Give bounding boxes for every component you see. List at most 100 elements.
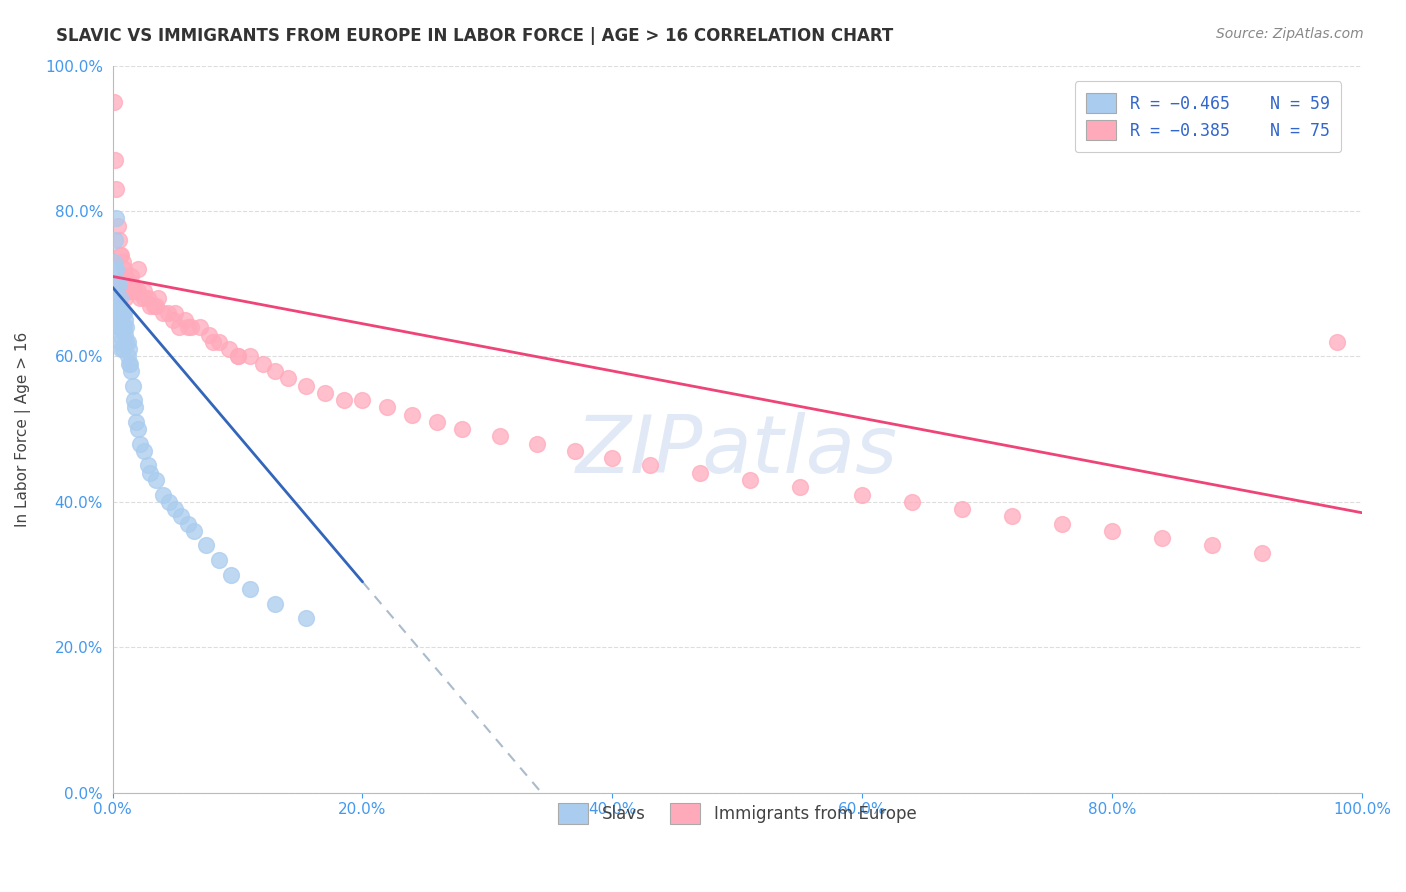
Point: [156, 306, 179, 320]
Point: [107, 277, 129, 291]
Point: [401, 408, 423, 422]
Point: [124, 401, 146, 415]
Text: ZIPatlas: ZIPatlas: [576, 412, 898, 490]
Point: [136, 458, 159, 473]
Point: [176, 516, 198, 531]
Point: [152, 487, 174, 501]
Point: [218, 342, 240, 356]
Point: [117, 334, 139, 349]
Point: [208, 334, 231, 349]
Text: Source: ZipAtlas.com: Source: ZipAtlas.com: [1216, 27, 1364, 41]
Point: [152, 306, 174, 320]
Point: [332, 392, 354, 407]
Point: [118, 277, 141, 291]
Point: [111, 320, 134, 334]
Legend: Slavs, Immigrants from Europe: Slavs, Immigrants from Europe: [547, 791, 928, 835]
Point: [120, 357, 142, 371]
Point: [108, 247, 131, 261]
Point: [108, 233, 131, 247]
Point: [104, 262, 127, 277]
Point: [426, 415, 449, 429]
Point: [114, 313, 136, 327]
Point: [226, 350, 249, 364]
Point: [132, 291, 155, 305]
Point: [132, 284, 155, 298]
Point: [276, 371, 298, 385]
Point: [1050, 516, 1073, 531]
Point: [1201, 538, 1223, 552]
Point: [451, 422, 474, 436]
Point: [108, 291, 131, 305]
Point: [170, 509, 193, 524]
Point: [103, 95, 125, 109]
Point: [239, 582, 262, 596]
Point: [167, 320, 190, 334]
Point: [201, 334, 224, 349]
Point: [103, 291, 125, 305]
Point: [352, 392, 374, 407]
Point: [115, 320, 138, 334]
Point: [129, 291, 152, 305]
Point: [142, 299, 165, 313]
Point: [105, 211, 128, 226]
Point: [107, 306, 129, 320]
Point: [1326, 334, 1348, 349]
Point: [239, 350, 262, 364]
Point: [118, 357, 141, 371]
Point: [110, 320, 132, 334]
Point: [108, 313, 131, 327]
Point: [111, 342, 134, 356]
Point: [121, 284, 143, 298]
Point: [851, 487, 873, 501]
Point: [120, 277, 142, 291]
Point: [689, 466, 711, 480]
Point: [108, 334, 131, 349]
Point: [208, 553, 231, 567]
Point: [108, 306, 131, 320]
Point: [120, 364, 142, 378]
Point: [103, 277, 125, 291]
Point: [104, 233, 127, 247]
Point: [104, 299, 127, 313]
Point: [602, 451, 624, 466]
Point: [1152, 531, 1174, 545]
Point: [188, 320, 211, 334]
Point: [1251, 546, 1274, 560]
Point: [146, 291, 169, 305]
Point: [789, 480, 811, 494]
Point: [108, 327, 131, 342]
Point: [112, 320, 135, 334]
Point: [129, 436, 152, 450]
Point: [176, 320, 198, 334]
Point: [174, 313, 197, 327]
Point: [108, 277, 131, 291]
Point: [165, 306, 187, 320]
Point: [120, 284, 142, 298]
Point: [117, 350, 139, 364]
Y-axis label: In Labor Force | Age > 16: In Labor Force | Age > 16: [15, 332, 31, 527]
Point: [114, 291, 136, 305]
Point: [124, 284, 146, 298]
Point: [120, 269, 142, 284]
Point: [195, 538, 218, 552]
Point: [295, 378, 318, 392]
Point: [638, 458, 661, 473]
Point: [139, 466, 162, 480]
Point: [125, 415, 148, 429]
Point: [489, 429, 512, 443]
Point: [221, 567, 243, 582]
Point: [132, 444, 155, 458]
Point: [105, 313, 128, 327]
Point: [115, 334, 138, 349]
Point: [105, 182, 128, 196]
Point: [183, 524, 205, 538]
Text: SLAVIC VS IMMIGRANTS FROM EUROPE IN LABOR FORCE | AGE > 16 CORRELATION CHART: SLAVIC VS IMMIGRANTS FROM EUROPE IN LABO…: [56, 27, 893, 45]
Point: [314, 385, 336, 400]
Point: [107, 320, 129, 334]
Point: [738, 473, 761, 487]
Point: [117, 284, 139, 298]
Point: [950, 502, 973, 516]
Point: [110, 306, 132, 320]
Point: [264, 597, 287, 611]
Point: [901, 495, 924, 509]
